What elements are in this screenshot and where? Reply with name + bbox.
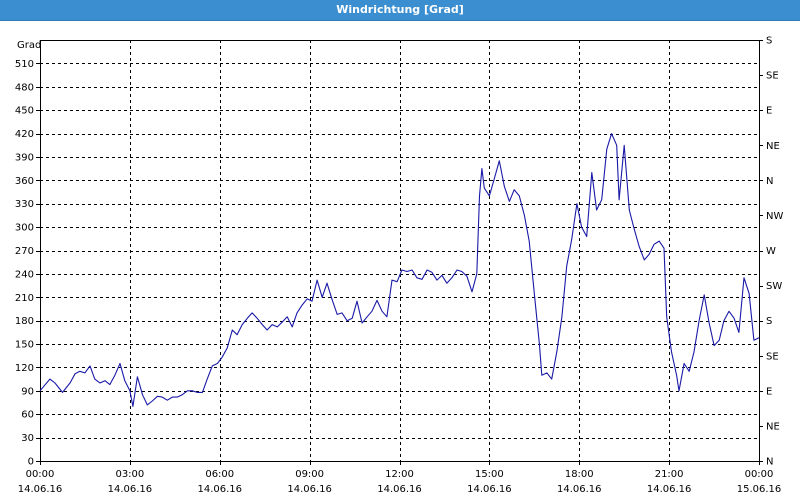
x-tick-date: 14.06.16 [467,484,512,495]
compass-tick-label: S [766,316,772,327]
x-tick-time: 03:00 [115,469,144,480]
y-tick-label: 330 [15,199,34,210]
x-tick-time: 00:00 [26,469,55,480]
y-tick-label: 420 [15,129,34,140]
wind-direction-line [39,133,760,407]
x-tick-date: 14.06.16 [287,484,332,495]
y-axis-label: Grad [17,40,41,51]
wind-direction-chart: 0 30 60 90 120 150 180 210 240 270 300 330 360 390 420… [15,36,784,496]
window-title: Windrichtung [Grad] [336,3,464,16]
x-tick-date: 14.06.16 [18,484,63,495]
x-tick-date: 14.06.16 [647,484,692,495]
compass-tick-label: S [766,36,772,47]
compass-tick-label: NE [766,141,780,152]
x-tick-date: 14.06.16 [377,484,422,495]
x-tick-date: 14.06.16 [108,484,153,495]
x-tick-time: 12:00 [385,469,414,480]
y-tick-label: 0 [28,457,34,468]
compass-tick-label: SE [766,351,779,362]
x-tick-time: 15:00 [475,469,504,480]
y-tick-label: 270 [15,246,34,257]
compass-tick-label: NW [766,211,783,222]
x-tick-time: 06:00 [205,469,234,480]
x-tick-time: 09:00 [295,469,324,480]
compass-tick-label: N [766,176,773,187]
x-tick-date: 15.06.16 [737,484,782,495]
compass-tick-label: SE [766,71,779,82]
y-tick-label: 180 [15,316,34,327]
y-tick-label: 390 [15,152,34,163]
compass-tick-label: SW [766,281,782,292]
compass-tick-label: NE [766,421,780,432]
y-tick-label: 510 [15,59,34,70]
compass-tick-label: W [766,246,776,257]
x-tick-time: 00:00 [745,469,774,480]
y-tick-label: 150 [15,340,34,351]
x-tick-time: 18:00 [565,469,594,480]
compass-tick-label: E [766,386,772,397]
left-axis: 0 30 60 90 120 150 180 210 240 270 300 330 360 390 420… [15,59,40,468]
series-layer [39,133,760,407]
y-tick-label: 120 [15,363,34,374]
y-tick-label: 30 [21,433,34,444]
y-tick-label: 210 [15,293,34,304]
y-tick-label: 60 [21,410,34,421]
chart-grid [40,40,759,461]
y-tick-label: 240 [15,269,34,280]
x-tick-time: 21:00 [655,469,684,480]
y-tick-label: 480 [15,82,34,93]
y-tick-label: 300 [15,223,34,234]
y-tick-label: 450 [15,106,34,117]
x-tick-date: 14.06.16 [557,484,602,495]
y-tick-label: 360 [15,176,34,187]
compass-tick-label: N [766,457,773,468]
y-tick-label: 90 [21,386,34,397]
compass-tick-label: E [766,106,772,117]
window-title-bar: Windrichtung [Grad] [0,0,800,21]
time-axis: 00:00 14.06.16 03:00 14.06.16 06:00 14.06.16 0… [18,461,782,495]
right-axis: N NE E SE S SW W NW N NE E SE S [759,36,783,468]
x-tick-date: 14.06.16 [197,484,242,495]
